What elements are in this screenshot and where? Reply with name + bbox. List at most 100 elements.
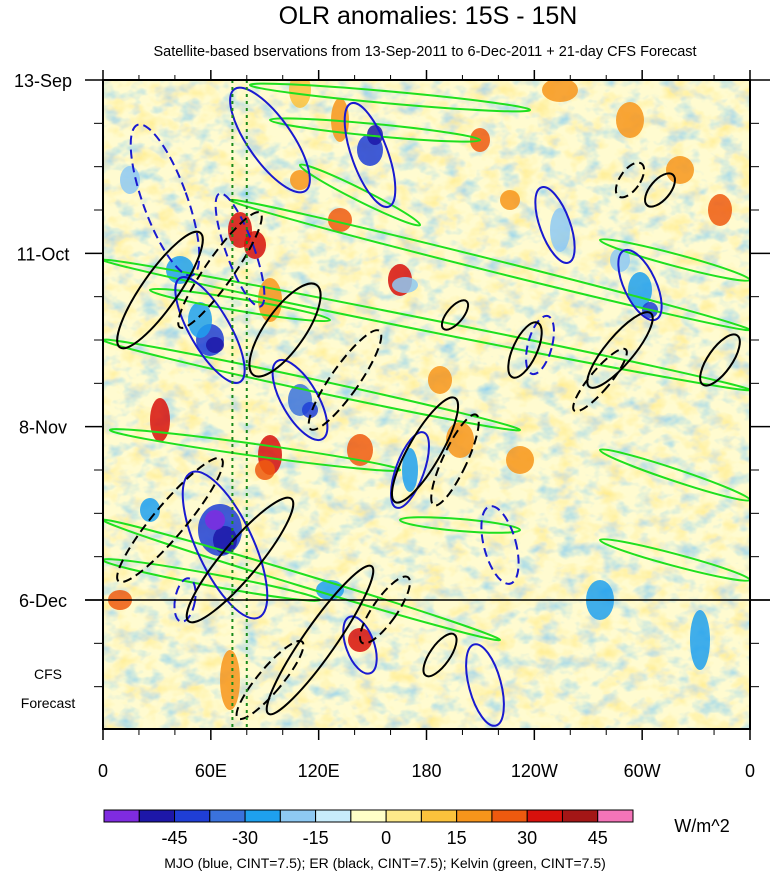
er-contour: [116, 456, 224, 584]
colorbar-tick-label: 30: [517, 828, 537, 848]
x-tick-label: 60W: [624, 761, 661, 781]
colorbar-swatch: [174, 809, 211, 823]
anomaly-patch: [206, 337, 224, 353]
colorbar-swatch: [597, 809, 634, 823]
y-tick-label: 13-Sep: [14, 71, 72, 91]
colorbar-swatch: [279, 809, 317, 823]
colorbar-tick-label: -15: [303, 828, 329, 848]
er-contour: [248, 282, 322, 378]
x-tick-label: 120W: [511, 761, 558, 781]
plot-area: [103, 0, 750, 729]
anomaly-patch: [255, 460, 275, 480]
kelvin-contour: [598, 538, 750, 582]
mjo-contour: [525, 314, 555, 376]
anomaly-patch: [140, 498, 160, 522]
y-tick-label: 8-Nov: [19, 418, 67, 438]
er-contour: [265, 564, 375, 716]
er-contour: [185, 496, 295, 624]
x-tick-label: 0: [745, 761, 755, 781]
x-tick-label: 120E: [298, 761, 340, 781]
colorbar-swatch: [456, 809, 493, 823]
mjo-contour: [229, 86, 311, 194]
anomaly-patch: [289, 80, 311, 108]
anomaly-patch: [550, 208, 570, 252]
anomaly-patch: [506, 446, 534, 474]
mjo-contour: [214, 192, 266, 308]
er-contour: [572, 347, 628, 413]
anomaly-patch: [446, 422, 474, 458]
anomaly-patch: [328, 208, 352, 232]
colorbar-swatch: [561, 809, 599, 823]
kelvin-contour: [598, 238, 750, 282]
mjo-contour: [271, 359, 329, 441]
er-contour: [430, 413, 480, 507]
mjo-contour: [173, 577, 197, 623]
er-contour: [235, 639, 305, 721]
er-contour: [307, 329, 383, 431]
er-contour: [359, 575, 411, 645]
anomaly-patch: [347, 434, 373, 466]
reference-lines: [231, 80, 248, 729]
mjo-contour: [181, 470, 269, 620]
colorbar-swatch: [350, 809, 387, 823]
y-tick-label: 11-Oct: [17, 244, 70, 264]
anomaly-patch: [428, 366, 452, 394]
contour-legend: MJO (blue, CINT=7.5); ER (black, CINT=7.…: [164, 855, 606, 871]
anomaly-patch: [220, 650, 240, 710]
colorbar-swatch: [315, 809, 352, 823]
er-contour: [699, 333, 741, 387]
kelvin-contour: [108, 428, 402, 472]
anomaly-patch: [500, 190, 520, 210]
anomaly-patch: [150, 398, 170, 442]
forecast-label-line1: CFS: [34, 666, 62, 682]
er-contour: [390, 396, 460, 504]
anomaly-patch: [542, 80, 578, 102]
colorbar-tick-label: -30: [232, 828, 258, 848]
colorbar-swatch: [491, 809, 528, 823]
mjo-contour: [617, 248, 663, 322]
y-tick-label: 6-Dec: [19, 591, 67, 611]
kelvin-contour: [103, 518, 502, 642]
anomaly-patch: [213, 526, 237, 554]
anomaly-patch: [610, 248, 630, 272]
forecast-label-line2: Forecast: [21, 695, 76, 711]
anomaly-patch: [402, 448, 418, 492]
anomaly-patch: [120, 166, 140, 194]
colorbar-swatch: [244, 809, 281, 823]
x-tick-label: 180: [411, 761, 441, 781]
kelvin-contour: [248, 82, 532, 113]
colorbar-swatch: [420, 809, 458, 823]
mjo-contour: [129, 123, 201, 277]
colorbar: -45 -30 -15 0 15 30 45: [103, 809, 634, 848]
anomaly-patch: [205, 510, 225, 530]
anomaly-patch: [188, 302, 212, 338]
er-contour: [422, 632, 458, 678]
anomaly-patch: [708, 194, 732, 226]
colorbar-tick-label: 45: [588, 828, 608, 848]
colorbar-tick-label: 15: [447, 828, 467, 848]
colorbar-tick-label: 0: [381, 828, 391, 848]
colorbar-unit: W/m^2: [674, 816, 729, 836]
mjo-contour: [390, 431, 430, 509]
anomaly-patch: [290, 170, 310, 190]
anomaly-patch: [666, 156, 694, 184]
kelvin-contour: [398, 516, 522, 534]
chart-subtitle: Satellite-based bservations from 13-Sep-…: [153, 44, 696, 60]
kelvin-contour: [298, 163, 422, 227]
er-contour: [116, 230, 204, 350]
anomaly-patch: [243, 0, 257, 37]
colorbar-tick-label: -45: [162, 828, 188, 848]
mjo-contour: [343, 101, 397, 209]
x-tick-label: 60E: [195, 761, 227, 781]
mjo-contour: [465, 643, 505, 727]
er-contour: [644, 172, 676, 208]
er-contour: [614, 161, 646, 199]
anomaly-patch: [392, 277, 418, 293]
y-axis: 13-Sep 11-Oct 8-Nov 6-Dec: [14, 71, 770, 688]
mjo-contour: [534, 186, 576, 264]
er-contour: [440, 299, 470, 331]
anomaly-patch: [690, 610, 710, 670]
er-contour: [507, 321, 543, 379]
colorbar-swatch: [103, 809, 140, 823]
